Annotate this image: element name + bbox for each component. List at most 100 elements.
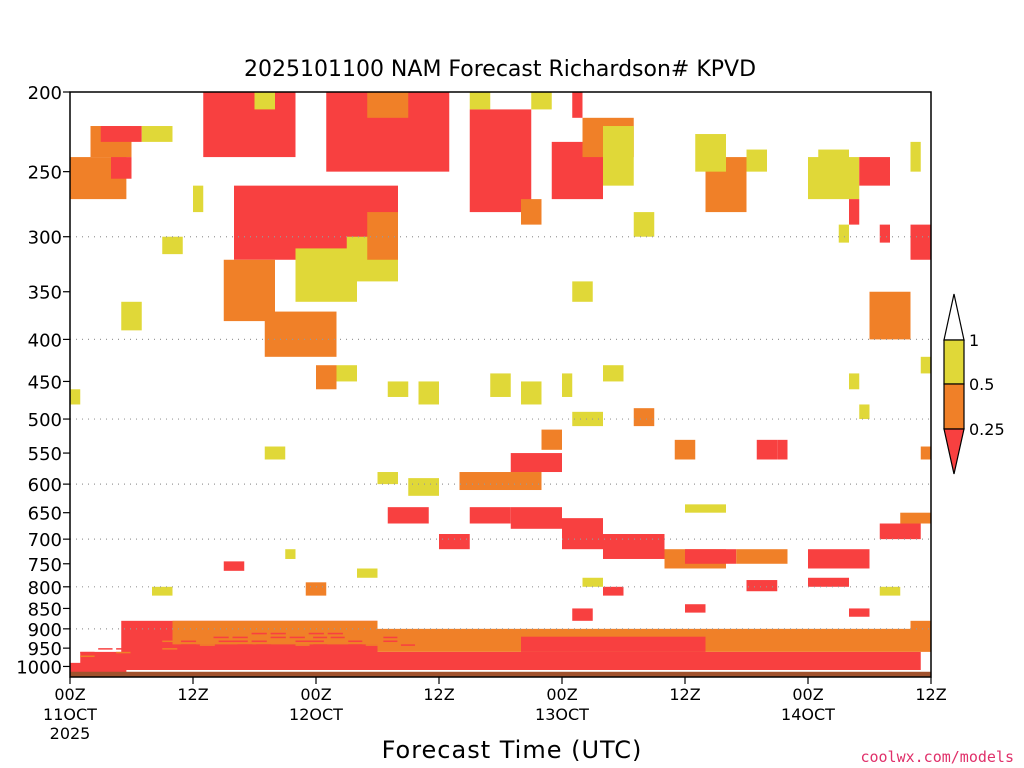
ri-cell-23	[859, 157, 890, 186]
ri-noise-0-2-3	[134, 651, 149, 654]
y-tick-label-450: 450	[28, 372, 62, 393]
ri-noise-1-4-0	[162, 648, 178, 650]
gridlines	[70, 236, 931, 630]
legend-top-arrow	[943, 293, 965, 341]
legend-label-0.5: 0.5	[969, 375, 994, 394]
ri-noise-2-0-6	[327, 632, 343, 635]
ri-cell-88	[377, 472, 398, 485]
ri-cell-1	[80, 651, 921, 671]
data-cells	[70, 92, 931, 677]
ri-noise-1-2-4	[237, 644, 253, 646]
ri-noise-3-2-6	[400, 640, 415, 643]
ri-noise-3-0-5	[383, 636, 398, 639]
ri-cell-27	[510, 453, 562, 473]
y-tick-label-1000: 1000	[16, 657, 62, 678]
ri-cell-28	[541, 429, 562, 450]
ri-noise-0-0-1	[98, 648, 113, 650]
plot-frame	[69, 91, 932, 678]
y-tick-label-850: 850	[28, 599, 62, 620]
ri-cell-85	[920, 446, 931, 460]
ri-cell-92	[582, 577, 603, 587]
ri-cell-76	[746, 149, 767, 172]
ri-cell-59	[264, 446, 286, 460]
chart-title: 2025101100 NAM Forecast Richardson# KPVD	[244, 57, 756, 82]
y-tick-label-550: 550	[28, 444, 62, 465]
ri-cell-61	[387, 381, 409, 397]
ri-noise-1-0-1	[181, 640, 197, 643]
ri-cell-43	[756, 439, 778, 460]
x-tick-label-36: 12Z	[423, 685, 454, 704]
ri-noise-3-2-3	[348, 640, 363, 643]
ri-cell-17	[469, 109, 532, 213]
x-axis-label: Forecast Time (UTC)	[382, 736, 643, 764]
ri-cell-51	[910, 620, 931, 641]
ri-noise-3-4-3	[348, 644, 363, 646]
ri-noise-2-0-3	[270, 632, 286, 635]
ri-cell-84	[920, 356, 931, 374]
y-tick-label-650: 650	[28, 504, 62, 525]
ri-cell-52	[100, 126, 142, 142]
ri-noise-2-4-5	[308, 640, 324, 643]
ri-cell-3	[172, 620, 378, 645]
y-tick-label-700: 700	[28, 530, 62, 551]
ri-cell-48	[572, 608, 593, 621]
ri-cell-55	[141, 126, 173, 142]
ri-cell-70	[572, 411, 603, 427]
ri-noise-0-4-3	[134, 655, 149, 658]
ri-noise-3-0-1	[313, 636, 328, 639]
ri-cell-82	[879, 224, 890, 243]
ri-cell-24	[910, 224, 931, 260]
ri-cell-9	[203, 92, 296, 158]
ri-cell-72	[603, 126, 634, 186]
ri-cell-66	[531, 92, 552, 110]
ri-noise-2-2-3	[270, 636, 286, 639]
ri-noise-0-4-1	[98, 655, 113, 658]
ri-noise-0-4-0	[80, 655, 95, 658]
ri-noise-3-4-6	[400, 644, 415, 646]
ri-cell-26	[459, 472, 542, 491]
ri-cell-39	[879, 523, 921, 540]
y-tick-label-900: 900	[28, 620, 62, 641]
ri-cell-31	[469, 507, 511, 524]
ri-noise-0-2-2	[116, 651, 131, 654]
ri-noise-2-0-0	[213, 632, 229, 635]
y-tick-label-750: 750	[28, 555, 62, 576]
ri-cell-73	[633, 212, 655, 237]
ri-cell-67	[562, 373, 573, 397]
ri-cell-49	[746, 580, 778, 592]
ri-cell-42	[674, 439, 696, 460]
ri-noise-0-0-2	[116, 648, 131, 650]
y-tick-label-950: 950	[28, 639, 62, 660]
ri-noise-2-0-2	[251, 632, 267, 635]
x-tick-label-12: 12Z	[177, 685, 208, 704]
ri-cell-80	[849, 373, 860, 390]
ri-noise-2-2-1	[232, 636, 248, 639]
ri-cell-91	[357, 568, 378, 578]
ri-cell-30	[439, 534, 470, 550]
x-date-label-48: 13OCT	[535, 705, 589, 724]
ri-cell-71	[603, 365, 624, 382]
y-tick-label-800: 800	[28, 578, 62, 599]
ri-cell-93	[603, 586, 624, 596]
ri-noise-3-2-5	[383, 640, 398, 643]
ri-noise-2-2-4	[289, 636, 305, 639]
ri-cell-25	[869, 291, 911, 340]
x-date-label-0: 11OCT	[43, 705, 97, 724]
y-tick-label-300: 300	[28, 228, 62, 249]
ri-cell-12	[223, 259, 275, 322]
ri-cell-95	[879, 586, 901, 596]
x-year-label-0: 2025	[50, 724, 91, 743]
ri-cell-5	[521, 636, 706, 652]
ri-cell-63	[490, 373, 511, 397]
ri-cell-41	[633, 408, 655, 427]
ri-cell-86	[418, 381, 439, 405]
surface-band	[70, 671, 931, 677]
ri-cell-87	[408, 478, 439, 496]
ri-cell-20	[367, 92, 409, 118]
ri-noise-3-4-4	[365, 644, 380, 646]
ri-cell-60	[336, 365, 357, 382]
ri-noise-2-2-0	[213, 636, 229, 639]
ri-cell-74	[685, 504, 726, 513]
ri-cell-89	[285, 549, 296, 559]
